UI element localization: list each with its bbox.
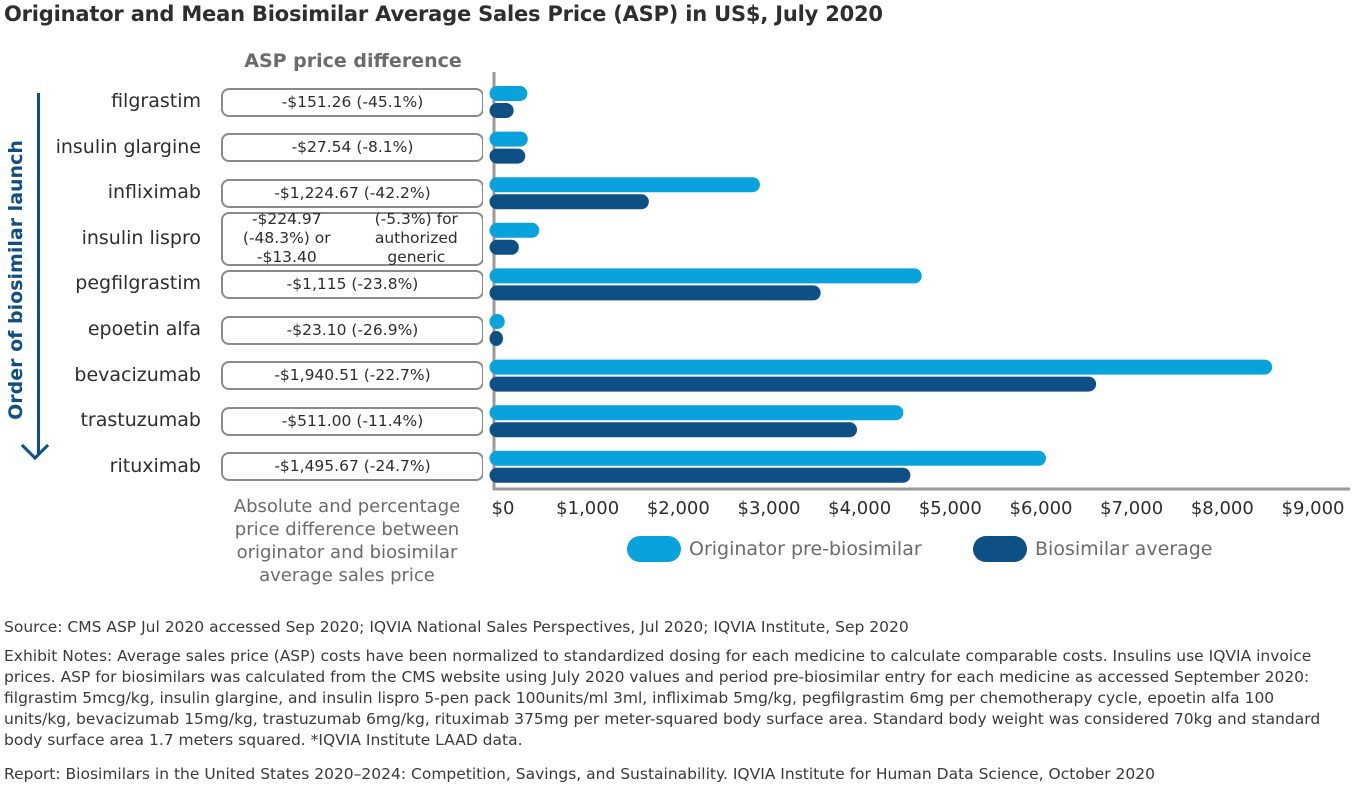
drug-label: trastuzumab xyxy=(80,409,201,432)
price-difference-text: -$1,940.51 (-22.7%) xyxy=(274,366,431,385)
legend-biosimilar: Biosimilar average xyxy=(973,536,1212,562)
bar-biosimilar-trastuzumab xyxy=(489,422,858,438)
legend-biosimilar-label: Biosimilar average xyxy=(1035,538,1213,560)
drug-label: epoetin alfa xyxy=(87,318,201,340)
price-difference-text: -$151.26 (-45.1%) xyxy=(281,92,424,111)
source-note: Source: CMS ASP Jul 2020 accessed Sep 20… xyxy=(4,618,909,636)
drug-label: infliximab xyxy=(107,181,201,204)
bar-biosimilar-insulin-lispro xyxy=(489,239,519,255)
x-tick-label: $4,000 xyxy=(828,498,891,519)
price-difference-text: (-5.3%) for authorized generic xyxy=(374,210,458,267)
bar-originator-trastuzumab xyxy=(489,405,904,421)
drug-label: insulin lispro xyxy=(81,226,201,249)
drug-label: bevacizumab xyxy=(74,363,201,386)
bar-biosimilar-epoetin-alfa xyxy=(489,331,503,346)
legend-originator-label: Originator pre-biosimilar xyxy=(689,538,922,560)
x-tick-label: $1,000 xyxy=(556,498,619,519)
x-tick-label: $3,000 xyxy=(738,498,801,519)
bar-originator-insulin-lispro xyxy=(489,222,540,238)
legend-biosimilar-swatch xyxy=(973,536,1027,562)
x-tick-label: $2,000 xyxy=(647,498,710,519)
chart-title: Originator and Mean Biosimilar Average S… xyxy=(4,2,883,26)
exhibit-notes: Exhibit Notes: Average sales price (ASP)… xyxy=(4,647,1321,749)
x-tick-label: $5,000 xyxy=(919,498,982,519)
bar-originator-rituximab xyxy=(489,450,1046,466)
legend-originator-swatch xyxy=(627,536,681,562)
price-difference-text: -$1,115 (-23.8%) xyxy=(286,274,419,293)
bar-biosimilar-infliximab xyxy=(489,194,649,210)
launch-order-arrow xyxy=(37,93,40,455)
bar-originator-bevacizumab xyxy=(489,359,1273,375)
bar-biosimilar-pegfilgrastim xyxy=(489,285,821,301)
drug-label: pegfilgrastim xyxy=(75,272,201,295)
diff-column-header: ASP price difference xyxy=(244,50,462,72)
drug-label: rituximab xyxy=(109,454,201,477)
report-note: Report: Biosimilars in the United States… xyxy=(4,765,1155,783)
x-tick-label: $7,000 xyxy=(1100,498,1163,519)
x-tick-label: $8,000 xyxy=(1191,498,1254,519)
bar-originator-infliximab xyxy=(489,177,760,193)
bar-biosimilar-bevacizumab xyxy=(489,376,1097,392)
drug-label: insulin glargine xyxy=(55,135,201,158)
bar-biosimilar-filgrastim xyxy=(489,103,514,118)
price-difference-text: -$27.54 (-8.1%) xyxy=(291,138,414,157)
price-difference-text: -$511.00 (-11.4%) xyxy=(281,411,424,430)
bar-originator-pegfilgrastim xyxy=(489,268,922,284)
price-difference-text: -$1,224.67 (-42.2%) xyxy=(274,183,431,202)
price-difference-text: -$224.97 (-48.3%) or -$13.40 xyxy=(242,210,331,267)
price-difference-box: -$224.97 (-48.3%) or -$13.40 (-5.3%) for … xyxy=(221,210,484,267)
x-tick-label: $9,000 xyxy=(1282,498,1345,519)
x-tick-label: $0 xyxy=(492,498,515,519)
bar-originator-insulin-glargine xyxy=(489,131,528,147)
diff-caption: Absolute and percentage price difference… xyxy=(233,496,461,586)
bar-chart: $0 $1,000 $2,000 $3,000 $4,000 $5,000 $6,000 $7… xyxy=(489,72,1350,519)
price-difference-text: -$1,495.67 (-24.7%) xyxy=(274,457,431,476)
bar-originator-filgrastim xyxy=(489,86,528,101)
legend-originator: Originator pre-biosimilar xyxy=(627,536,922,562)
price-difference-text: -$23.10 (-26.9%) xyxy=(286,320,419,339)
drug-label: filgrastim xyxy=(111,90,201,112)
bar-biosimilar-insulin-glargine xyxy=(489,148,526,164)
bar-biosimilar-rituximab xyxy=(489,467,911,483)
bar-originator-epoetin-alfa xyxy=(489,314,505,329)
x-tick-label: $6,000 xyxy=(1010,498,1073,519)
